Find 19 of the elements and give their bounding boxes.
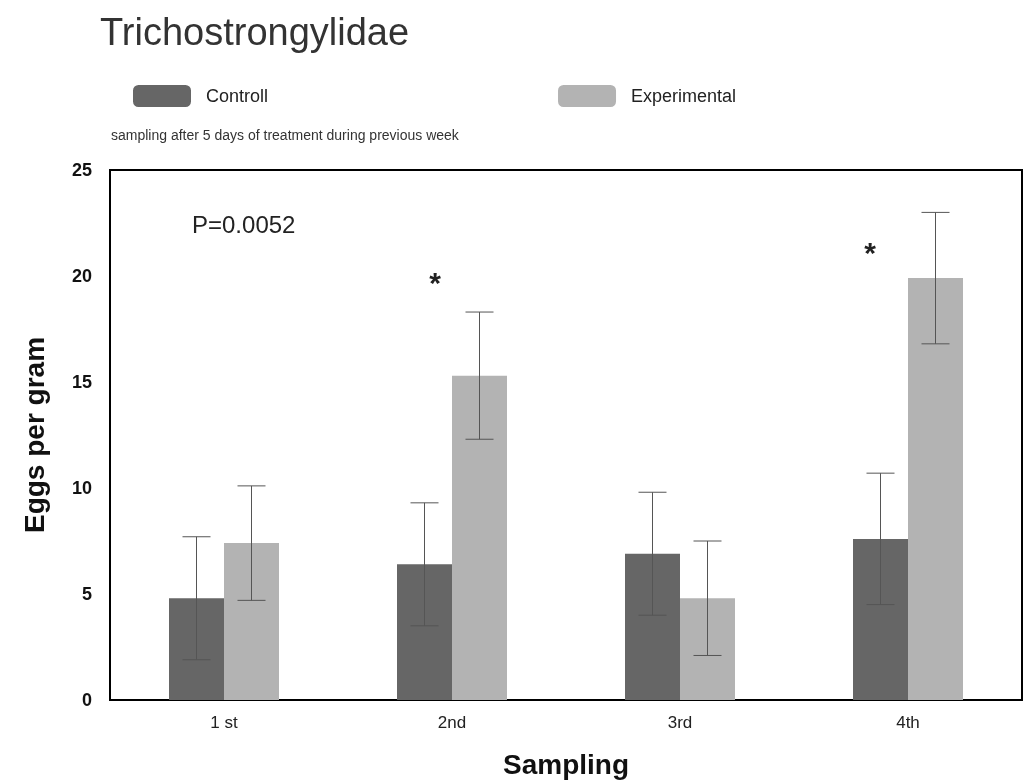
annotation: * [864,235,877,269]
legend-label: Experimental [631,86,737,106]
x-tick-label: 1 st [210,713,238,732]
annotation: * [429,265,442,299]
x-tick-label: 3rd [667,713,693,732]
y-tick-label: 20 [71,266,92,286]
y-axis-title: Eggs per gram [18,336,50,534]
legend-label: Controll [206,86,269,106]
annotation: P=0.0052 [192,210,296,238]
x-axis-title: Sampling [502,748,630,780]
y-tick-label: 5 [81,584,92,604]
x-tick-label: 2nd [437,713,467,732]
y-tick-label: 15 [71,372,92,392]
x-tick-label: 4th [896,713,920,732]
chart-subtitle: sampling after 5 days of treatment during previous week [111,127,460,143]
chart-title: Trichostrongylidae [100,11,410,53]
y-tick-label: 0 [81,690,92,710]
y-tick-label: 25 [71,160,92,180]
y-tick-label: 10 [71,478,92,498]
